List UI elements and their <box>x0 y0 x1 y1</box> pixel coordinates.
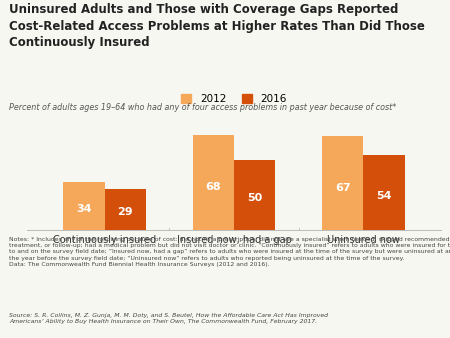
Text: 67: 67 <box>335 183 351 193</box>
Bar <box>234 160 275 230</box>
Text: Uninsured Adults and Those with Coverage Gaps Reported
Cost-Related Access Probl: Uninsured Adults and Those with Coverage… <box>9 3 425 49</box>
Bar <box>63 183 104 230</box>
Legend: 2012, 2016: 2012, 2016 <box>177 90 291 108</box>
Text: 34: 34 <box>76 203 92 214</box>
Text: 54: 54 <box>376 191 392 201</box>
Bar <box>322 137 364 230</box>
Text: 29: 29 <box>117 207 133 217</box>
Text: 50: 50 <box>247 193 262 203</box>
Bar <box>193 135 234 230</box>
Bar <box>104 189 146 230</box>
Text: 68: 68 <box>206 182 221 192</box>
Bar <box>364 154 405 230</box>
Text: Source: S. R. Collins, M. Z. Gunja, M. M. Doty, and S. Beutel, How the Affordabl: Source: S. R. Collins, M. Z. Gunja, M. M… <box>9 313 328 324</box>
Text: Notes: * Includes any of the following because of cost: did not fill a prescript: Notes: * Includes any of the following b… <box>9 237 450 267</box>
Text: Percent of adults ages 19–64 who had any of four access problems in past year be: Percent of adults ages 19–64 who had any… <box>9 103 396 112</box>
